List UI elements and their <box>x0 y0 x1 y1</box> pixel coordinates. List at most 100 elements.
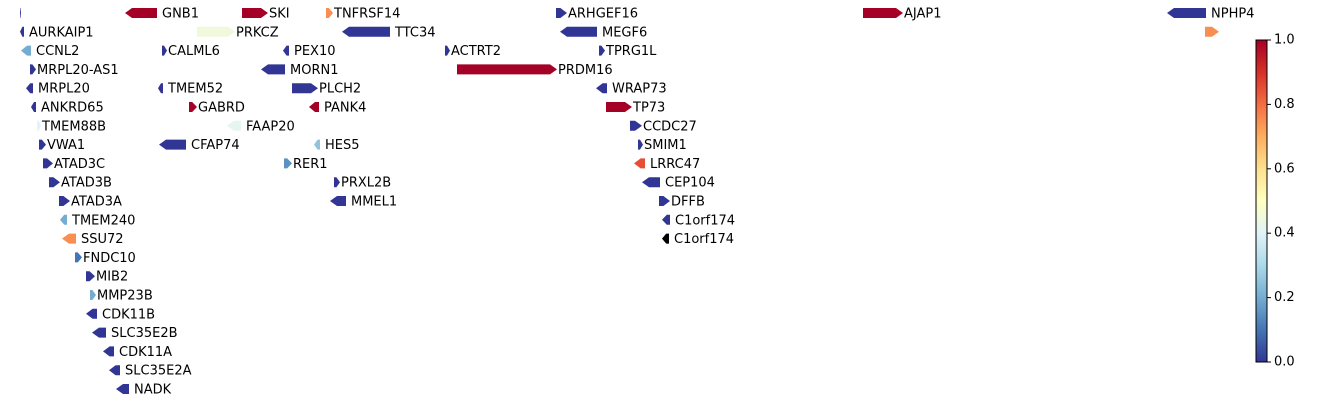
gene-label: PLCH2 <box>319 82 361 97</box>
gene <box>599 45 605 56</box>
gene-label: MMEL1 <box>351 195 397 210</box>
gene <box>606 102 632 112</box>
colorbar-tick-label: 0.8 <box>1274 97 1295 112</box>
gene-label: CFAP74 <box>191 138 240 153</box>
colorbar-tick-label: 0.2 <box>1274 290 1295 305</box>
gene <box>116 384 129 394</box>
gene <box>309 102 319 112</box>
gene <box>30 64 36 75</box>
gene-label: SSU72 <box>81 232 124 247</box>
gene-label: AURKAIP1 <box>29 25 94 40</box>
gene <box>86 308 97 319</box>
gene <box>1205 26 1219 37</box>
gene <box>125 8 157 18</box>
gene-label: DFFB <box>671 195 705 210</box>
gene-label: ARHGEF16 <box>568 7 638 22</box>
gene-label: MORN1 <box>290 63 338 78</box>
gene <box>1167 8 1206 18</box>
gene <box>75 252 82 263</box>
gene <box>90 290 96 300</box>
gene-label: CDK11A <box>119 345 172 360</box>
gene-label: TMEM52 <box>167 82 223 97</box>
gene <box>863 8 903 18</box>
gene-label: PANK4 <box>324 101 366 116</box>
gene-label: ATAD3C <box>54 157 105 172</box>
colorbar-tick-label: 0.4 <box>1274 226 1295 241</box>
gene <box>659 196 670 206</box>
gene <box>330 196 346 206</box>
gene-label: CCNL2 <box>36 44 79 59</box>
gene <box>20 8 21 18</box>
gene <box>457 64 557 75</box>
gene <box>634 158 645 169</box>
gene-label: GABRD <box>198 101 245 116</box>
gene <box>242 8 268 18</box>
gene-label: PRKCZ <box>236 25 279 40</box>
gene-label: SKI <box>269 7 290 22</box>
gene-label: SLC35E2A <box>125 364 192 379</box>
gene <box>20 26 24 37</box>
gene-label: TMEM240 <box>71 213 135 228</box>
gene <box>86 271 95 282</box>
gene <box>43 158 53 169</box>
gene <box>31 102 36 112</box>
gene <box>662 214 670 225</box>
colorbar <box>1255 39 1268 363</box>
gene <box>314 139 320 150</box>
gene-label: ATAD3A <box>71 195 122 210</box>
gene-label: NPHP4 <box>1211 7 1254 22</box>
gene <box>630 120 642 131</box>
gene-label: ANKRD65 <box>41 101 104 116</box>
gene-label: WRAP73 <box>612 82 667 97</box>
gene <box>334 177 340 188</box>
gene <box>292 83 318 94</box>
gene <box>560 26 597 37</box>
gene-label: PRDM16 <box>558 63 613 78</box>
gene-label: MRPL20 <box>38 82 90 97</box>
gene <box>556 8 567 18</box>
gene-label: FNDC10 <box>83 251 136 266</box>
gene <box>39 139 46 150</box>
gene <box>284 158 292 169</box>
gene-label: CEP104 <box>665 176 715 191</box>
gene-label: MIB2 <box>96 270 128 285</box>
gene-label: CDK11B <box>102 307 155 322</box>
gene-label: TP73 <box>632 101 665 116</box>
gene <box>596 83 607 94</box>
gene <box>60 214 67 225</box>
gene-label: TTC34 <box>394 25 436 40</box>
gene-label: SLC35E2B <box>111 326 178 341</box>
gene-label: C1orf174 <box>675 213 735 228</box>
gene-label: NADK <box>134 383 172 398</box>
gene <box>445 45 450 56</box>
gene <box>109 365 120 376</box>
gene-label: ACTRT2 <box>451 44 501 59</box>
colorbar-tick-label: 1.0 <box>1274 33 1295 48</box>
gene-label: FAAP20 <box>246 119 295 134</box>
gene <box>662 233 669 244</box>
gene-label: MRPL20-AS1 <box>37 63 119 78</box>
gene-label: AJAP1 <box>904 7 942 22</box>
gene <box>59 196 70 206</box>
colorbar-tick-label: 0.0 <box>1274 355 1295 370</box>
gene-label: GNB1 <box>162 7 199 22</box>
gene <box>261 64 285 75</box>
gene-label: MMP23B <box>97 289 153 304</box>
gene <box>158 83 163 94</box>
gene <box>49 177 60 188</box>
gene-label: TPRG1L <box>605 44 657 59</box>
gene <box>92 327 106 338</box>
gene-label: TMEM88B <box>41 119 106 134</box>
gene <box>638 139 643 150</box>
gene-label: ATAD3B <box>61 176 112 191</box>
gene-label: HES5 <box>325 138 360 153</box>
gene-label: MEGF6 <box>602 25 647 40</box>
colorbar-tick-label: 0.6 <box>1274 161 1295 176</box>
gene-label: LRRC47 <box>650 157 700 172</box>
gene <box>283 45 289 56</box>
gene-label: VWA1 <box>47 138 85 153</box>
gene-label: CALML6 <box>168 44 220 59</box>
gene <box>62 233 76 244</box>
gene <box>642 177 660 188</box>
